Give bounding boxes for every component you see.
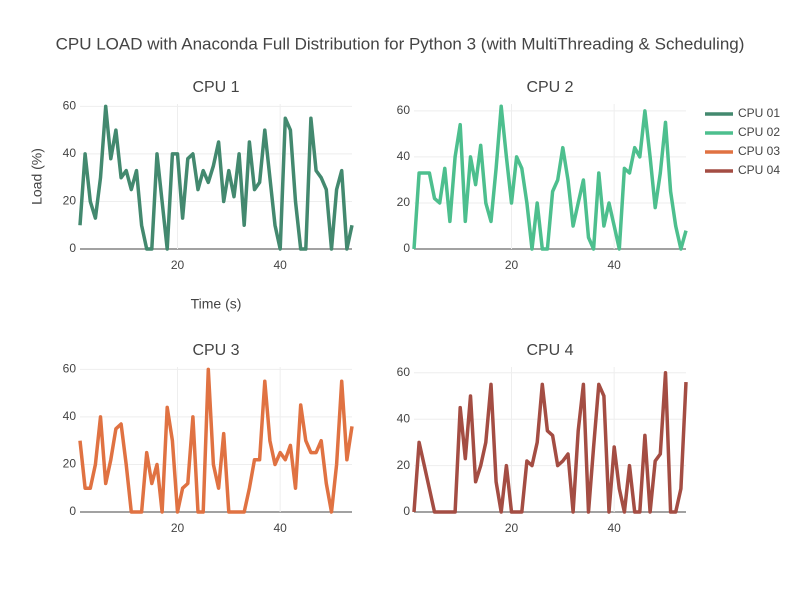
data-line [78,104,354,251]
legend-label: CPU 03 [738,144,780,158]
x-tick-label: 40 [273,258,287,272]
y-tick-label: 0 [69,241,76,255]
legend-label: CPU 04 [738,163,780,177]
data-line [412,371,688,514]
y-tick-label: 60 [63,99,77,113]
subplot-title: CPU 2 [526,79,573,96]
legend-label: CPU 02 [738,125,780,139]
y-tick-label: 20 [397,458,411,472]
x-axis-title: Time (s) [191,296,242,312]
y-tick-label: 40 [397,149,411,163]
y-tick-label: 20 [397,195,411,209]
x-tick-label: 40 [607,258,621,272]
data-line [78,367,354,514]
y-tick-label: 0 [69,504,76,518]
subplot-title: CPU 4 [526,342,573,359]
data-line [412,104,688,251]
subplot-title: CPU 3 [192,342,239,359]
y-tick-label: 40 [63,146,77,160]
subplot-title: CPU 1 [192,79,239,96]
y-axis-title: Load (%) [29,148,45,205]
x-tick-label: 20 [505,258,519,272]
x-tick-label: 40 [607,521,621,535]
x-tick-label: 20 [505,521,519,535]
y-tick-label: 60 [397,365,411,379]
y-tick-label: 20 [63,194,77,208]
legend-label: CPU 01 [738,106,780,120]
y-tick-label: 20 [63,457,77,471]
y-tick-label: 60 [63,362,77,376]
chart-title: CPU LOAD with Anaconda Full Distribution… [56,34,745,53]
y-tick-label: 0 [403,504,410,518]
x-tick-label: 20 [171,521,185,535]
y-tick-label: 40 [397,411,411,425]
x-tick-label: 20 [171,258,185,272]
y-tick-label: 40 [63,409,77,423]
y-tick-label: 60 [397,103,411,117]
x-tick-label: 40 [273,521,287,535]
y-tick-label: 0 [403,241,410,255]
